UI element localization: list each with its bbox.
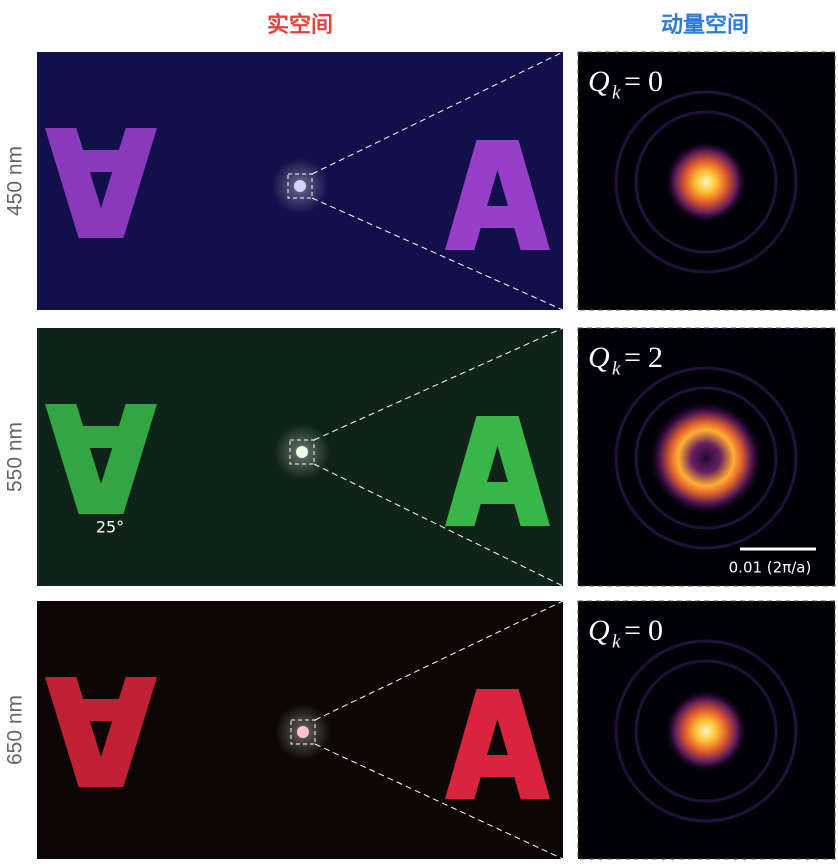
q-subscript: k	[612, 358, 621, 379]
diffraction-ring	[614, 639, 798, 823]
letter-pattern	[45, 128, 157, 238]
q-value: 0	[648, 614, 663, 647]
letter-pattern	[445, 140, 550, 250]
zoom-line	[313, 463, 564, 587]
momentum-spot	[664, 689, 748, 773]
zoom-line	[314, 743, 564, 860]
q-relation: =	[624, 65, 641, 98]
diffraction-ring	[634, 386, 778, 530]
letter-pattern	[445, 416, 550, 526]
zoom-line	[313, 327, 564, 441]
source-box	[289, 439, 315, 465]
q-relation: =	[624, 341, 641, 374]
momentum-spot	[648, 400, 764, 516]
light-source	[296, 446, 308, 458]
angle-label: 25°	[96, 518, 124, 537]
q-symbol: Q	[588, 614, 610, 647]
column-title: 动量空间	[661, 12, 749, 38]
diffraction-ring	[614, 366, 798, 550]
q-relation: =	[624, 614, 641, 647]
q-value: 0	[648, 65, 663, 98]
letter-pattern	[45, 677, 157, 787]
q-symbol: Q	[588, 341, 610, 374]
row-label: 450 nm	[4, 146, 27, 216]
letter-pattern	[45, 404, 157, 514]
zoom-line	[311, 197, 564, 311]
diffraction-ring	[614, 90, 798, 274]
light-source	[294, 180, 306, 192]
q-subscript: k	[612, 631, 621, 652]
row-label: 650 nm	[4, 695, 27, 765]
q-symbol: Q	[588, 65, 610, 98]
diffraction-ring	[634, 110, 778, 254]
diffraction-ring	[634, 659, 778, 803]
scale-bar-label: 0.01 (2π/a)	[729, 559, 812, 577]
zoom-line	[314, 600, 564, 721]
letter-pattern	[445, 689, 550, 799]
zoom-line	[311, 51, 564, 175]
column-title: 实空间	[267, 12, 333, 38]
momentum-spot	[664, 140, 748, 224]
momentum-panel	[577, 51, 836, 311]
row-label: 550 nm	[4, 422, 27, 492]
source-box	[287, 173, 313, 199]
source-box	[290, 719, 316, 745]
light-source	[297, 726, 309, 738]
q-subscript: k	[612, 82, 621, 103]
q-value: 2	[648, 341, 663, 374]
